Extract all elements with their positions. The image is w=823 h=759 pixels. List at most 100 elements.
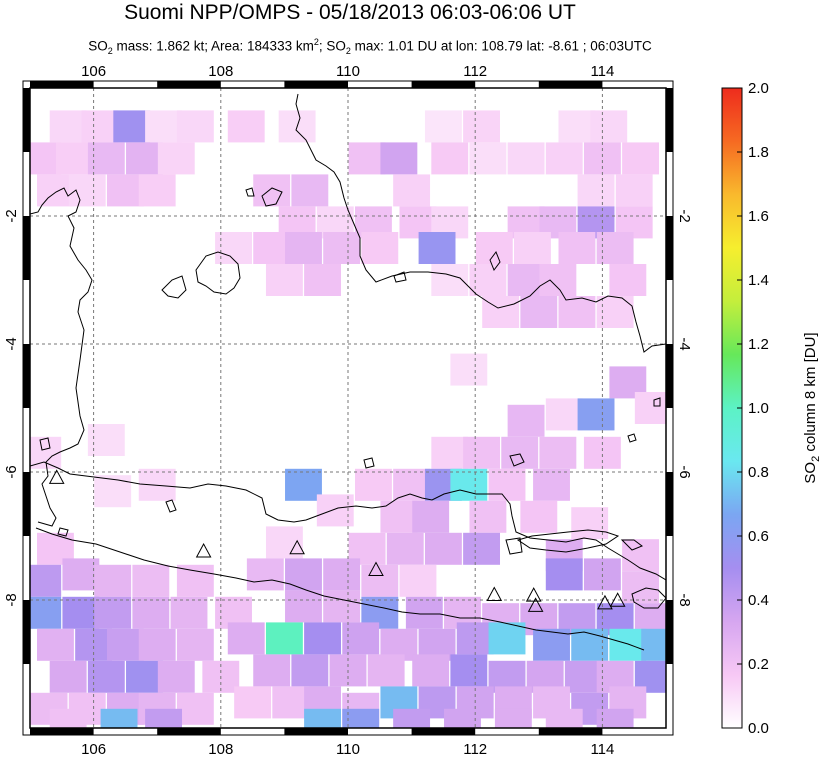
so2-cell (304, 622, 342, 655)
border-bar-bottom (30, 728, 94, 735)
volcano-markers (48, 469, 626, 612)
so2-cell (367, 654, 405, 687)
colorbar-ticks: 0.0 0.2 0.4 0.6 0.8 1.0 1.2 1.4 1.6 1.8 2.0 (737, 80, 769, 737)
lon-tick-label-bottom: 108 (208, 741, 233, 758)
so2-cell (291, 174, 329, 207)
so2-cell (424, 110, 462, 143)
border-bar-right (666, 472, 673, 536)
so2-cell (386, 532, 424, 565)
border-bar-bottom (538, 728, 603, 735)
colorbar-tick-label: 1.0 (748, 400, 769, 417)
so2-cell (323, 590, 361, 623)
border-bar-top (157, 81, 221, 88)
so2-cell (412, 654, 450, 687)
border-bar-left (23, 600, 30, 664)
so2-cell (113, 110, 151, 143)
so2-cell (494, 708, 532, 728)
border-bar-bottom (157, 728, 221, 735)
so2-cells (30, 110, 666, 728)
so2-cell (577, 174, 615, 207)
lon-tick-label-top: 114 (590, 63, 614, 80)
coastlines (30, 93, 666, 651)
lon-tick-label-top: 112 (463, 63, 487, 80)
so2-cell (323, 558, 361, 591)
so2-cell (285, 232, 322, 264)
belitung-small (489, 250, 501, 272)
so2-cell (399, 564, 437, 597)
so2-cell (342, 708, 380, 728)
so2-cell (342, 622, 380, 655)
so2-cell (596, 708, 634, 728)
so2-cell (475, 232, 513, 264)
volcano-triangle-icon (597, 594, 613, 610)
colorbar-tick-label: 0.0 (748, 720, 769, 737)
volcano-triangle-icon (525, 587, 542, 602)
so2-cell (469, 142, 507, 175)
so2-cell (126, 142, 163, 175)
so2-cell (380, 142, 418, 175)
lon-tick-label-bottom: 112 (463, 741, 487, 758)
volcano-triangle-icon (609, 592, 626, 607)
map-subtitle: SO2 mass: 1.862 kt; Area: 184333 km2; SO… (0, 33, 740, 60)
so2-cell (583, 142, 621, 175)
so2-cell (393, 468, 431, 501)
lon-tick-label-top: 106 (81, 63, 106, 80)
so2-cell (291, 654, 329, 687)
so2-cell (507, 404, 545, 437)
border-bar-bottom (284, 728, 348, 735)
so2-cell (482, 296, 520, 328)
so2-cell (138, 628, 176, 661)
volcano-triangle-icon (48, 469, 65, 484)
so2-cell (463, 436, 501, 469)
so2-cell (348, 142, 386, 175)
border-bar-bottom (411, 728, 476, 735)
map-title: Suomi NPP/OMPS - 05/18/2013 06:03-06:06 … (124, 1, 576, 24)
so2-cell (615, 174, 653, 207)
border-bar-top (538, 81, 603, 88)
so2-cell (393, 708, 431, 728)
subtitle-subscript: 2 (107, 46, 113, 57)
java-north-coast (30, 461, 666, 581)
lat-tick-label-left: -4 (3, 337, 20, 350)
bangka-island (195, 251, 241, 295)
subtitle-superscript: 2 (313, 37, 319, 47)
sumatra-coast (30, 187, 93, 527)
so2-cell (36, 174, 74, 207)
so2-cell (36, 628, 74, 661)
so2-cell (361, 232, 399, 264)
so2-cell (545, 708, 583, 728)
borneo-coast (295, 93, 666, 353)
so2-cell (424, 532, 462, 565)
so2-cell (49, 660, 87, 693)
thousand-islands (165, 499, 177, 513)
so2-cell (533, 468, 570, 501)
lon-tick-label-top: 108 (208, 63, 233, 80)
surabaya-frame (505, 537, 523, 555)
karimunjawa (363, 457, 375, 469)
so2-cell (520, 296, 558, 328)
so2-cell (106, 174, 144, 207)
subtitle-part: ; SO (318, 38, 346, 54)
border-bar-right (666, 344, 673, 408)
so2-cell (545, 398, 583, 431)
so2-cell (87, 424, 125, 456)
border-bar-left (23, 88, 30, 152)
so2-cell (285, 590, 322, 623)
lat-tick-label-left: -2 (3, 209, 20, 222)
so2-cell (176, 564, 214, 597)
border-outline (22, 80, 674, 736)
so2-cell (520, 500, 558, 533)
lat-tick-label-right: -2 (676, 209, 693, 222)
lon-tick-label-bottom: 110 (336, 741, 360, 758)
so2-cell (590, 110, 628, 143)
colorbar-tick-label: 0.6 (748, 528, 769, 545)
bangka-strait-coast (161, 275, 187, 299)
so2-cell (145, 110, 183, 143)
small-island-c (653, 397, 661, 407)
so2-cell (463, 110, 501, 143)
so2-cell (30, 564, 62, 597)
lat-tick-label-right: -4 (676, 337, 693, 350)
so2-cell (450, 353, 488, 386)
border-bar-right (666, 216, 673, 280)
so2-cell (609, 628, 647, 661)
